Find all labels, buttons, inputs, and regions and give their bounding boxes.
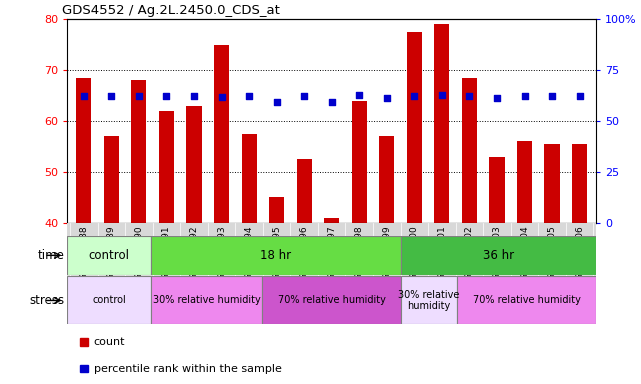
Point [381, 94, 392, 101]
Point [574, 93, 585, 99]
Text: GSM624297: GSM624297 [327, 225, 337, 280]
Text: 18 hr: 18 hr [260, 249, 292, 262]
Bar [269, 197, 284, 223]
Bar [572, 144, 587, 223]
Bar [379, 136, 394, 223]
Text: control: control [92, 295, 126, 306]
Text: 70% relative humidity: 70% relative humidity [278, 295, 386, 306]
Bar [159, 111, 174, 223]
Bar [187, 106, 201, 223]
Text: time: time [37, 249, 64, 262]
Point [547, 93, 557, 99]
Text: GSM624305: GSM624305 [547, 225, 556, 280]
Bar [131, 80, 147, 223]
Bar [435, 24, 449, 223]
Bar [407, 32, 422, 223]
Text: GSM624298: GSM624298 [354, 225, 363, 280]
Bar [462, 78, 477, 223]
Point [437, 91, 447, 98]
Bar [151, 276, 262, 324]
Bar [324, 218, 339, 223]
Point [326, 99, 337, 105]
Bar [401, 276, 457, 324]
Bar [67, 276, 151, 324]
Bar [67, 236, 151, 275]
Point [106, 93, 117, 99]
Point [217, 93, 227, 99]
Text: 36 hr: 36 hr [483, 249, 514, 262]
Bar [76, 78, 92, 223]
Bar [262, 276, 401, 324]
Bar [489, 157, 504, 223]
Bar [151, 236, 401, 275]
Bar [544, 144, 560, 223]
Text: GSM624288: GSM624288 [79, 225, 88, 280]
Text: GSM624295: GSM624295 [272, 225, 281, 280]
Point [162, 93, 172, 99]
Text: GSM624303: GSM624303 [492, 225, 501, 280]
Text: GSM624299: GSM624299 [382, 225, 391, 280]
Point [189, 93, 199, 99]
Bar [352, 101, 367, 223]
Text: GSM624293: GSM624293 [217, 225, 226, 280]
Text: 70% relative humidity: 70% relative humidity [472, 295, 581, 306]
Bar [214, 45, 229, 223]
Point [519, 93, 529, 99]
Text: GSM624292: GSM624292 [190, 225, 199, 280]
Text: control: control [88, 249, 129, 262]
Point [492, 94, 502, 101]
Text: count: count [94, 337, 125, 347]
Point [299, 93, 310, 99]
Text: GSM624306: GSM624306 [575, 225, 584, 280]
Text: GSM624300: GSM624300 [410, 225, 419, 280]
Text: GSM624304: GSM624304 [520, 225, 529, 280]
Point [409, 93, 419, 99]
Bar [104, 136, 119, 223]
Text: stress: stress [29, 294, 64, 307]
Text: percentile rank within the sample: percentile rank within the sample [94, 364, 281, 374]
Point [244, 93, 254, 99]
Bar [67, 223, 596, 276]
Bar [517, 141, 532, 223]
Point [79, 93, 89, 99]
Point [272, 99, 282, 105]
Text: GSM624290: GSM624290 [135, 225, 144, 280]
Bar [401, 236, 596, 275]
Bar [297, 159, 312, 223]
Point [354, 91, 364, 98]
Text: GSM624294: GSM624294 [245, 225, 254, 280]
Text: GDS4552 / Ag.2L.2450.0_CDS_at: GDS4552 / Ag.2L.2450.0_CDS_at [62, 3, 280, 17]
Text: GSM624291: GSM624291 [162, 225, 171, 280]
Point [464, 93, 474, 99]
Text: GSM624289: GSM624289 [107, 225, 116, 280]
Text: GSM624302: GSM624302 [465, 225, 474, 280]
Text: 30% relative humidity: 30% relative humidity [153, 295, 260, 306]
Bar [242, 134, 256, 223]
Text: 30% relative
humidity: 30% relative humidity [399, 290, 460, 311]
Text: GSM624296: GSM624296 [300, 225, 309, 280]
Point [134, 93, 144, 99]
Text: GSM624301: GSM624301 [437, 225, 446, 280]
Bar [457, 276, 596, 324]
